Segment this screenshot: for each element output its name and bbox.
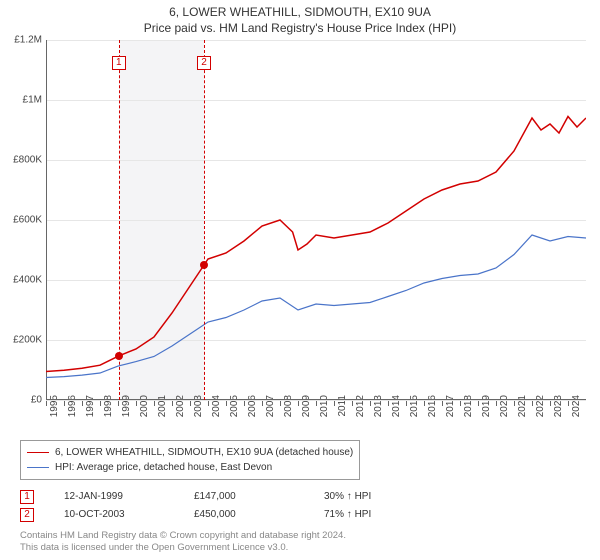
y-tick-label: £600K xyxy=(2,215,42,226)
event-vs-hpi: 71% ↑ HPI xyxy=(324,506,424,524)
marker-dot xyxy=(200,261,208,269)
event-price: £147,000 xyxy=(194,488,294,506)
license-text: Contains HM Land Registry data © Crown c… xyxy=(20,530,588,555)
events-table: 1 12-JAN-1999 £147,000 30% ↑ HPI 2 10-OCT-200… xyxy=(20,488,588,524)
legend-label-hpi: HPI: Average price, detached house, East… xyxy=(55,460,272,475)
marker-dash xyxy=(119,40,120,400)
series-hpi xyxy=(46,235,586,378)
event-row: 1 12-JAN-1999 £147,000 30% ↑ HPI xyxy=(20,488,588,506)
chart-subtitle: Price paid vs. HM Land Registry's House … xyxy=(0,21,600,39)
legend-swatch-property xyxy=(27,452,49,453)
y-tick-label: £1.2M xyxy=(2,35,42,46)
event-vs-hpi: 30% ↑ HPI xyxy=(324,488,424,506)
event-date: 12-JAN-1999 xyxy=(64,488,164,506)
chart-title: 6, LOWER WHEATHILL, SIDMOUTH, EX10 9UA xyxy=(0,0,600,21)
y-tick-label: £200K xyxy=(2,335,42,346)
license-line-1: Contains HM Land Registry data © Crown c… xyxy=(20,530,588,542)
event-marker: 1 xyxy=(20,490,34,504)
line-plot xyxy=(46,40,586,400)
event-marker: 2 xyxy=(20,508,34,522)
grid-line xyxy=(46,400,586,401)
event-price: £450,000 xyxy=(194,506,294,524)
marker-dash xyxy=(204,40,205,400)
legend-swatch-hpi xyxy=(27,467,49,468)
y-tick-label: £0 xyxy=(2,395,42,406)
chart-area: £0£200K£400K£600K£800K£1M£1.2M1995199619… xyxy=(46,40,586,400)
legend: 6, LOWER WHEATHILL, SIDMOUTH, EX10 9UA (… xyxy=(20,440,360,480)
marker-box: 2 xyxy=(197,56,211,70)
y-tick-label: £400K xyxy=(2,275,42,286)
event-row: 2 10-OCT-2003 £450,000 71% ↑ HPI xyxy=(20,506,588,524)
footer: 6, LOWER WHEATHILL, SIDMOUTH, EX10 9UA (… xyxy=(20,440,588,555)
event-date: 10-OCT-2003 xyxy=(64,506,164,524)
marker-dot xyxy=(115,352,123,360)
license-line-2: This data is licensed under the Open Gov… xyxy=(20,542,588,554)
y-tick-label: £800K xyxy=(2,155,42,166)
marker-box: 1 xyxy=(112,56,126,70)
y-tick-label: £1M xyxy=(2,95,42,106)
legend-label-property: 6, LOWER WHEATHILL, SIDMOUTH, EX10 9UA (… xyxy=(55,445,353,460)
series-property xyxy=(46,117,586,372)
